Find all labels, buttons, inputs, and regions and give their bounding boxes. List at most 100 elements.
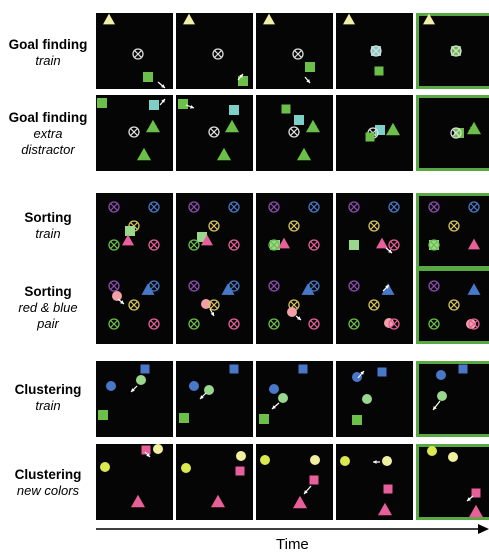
target-cross-icon [190, 282, 198, 290]
frame-scene [423, 13, 462, 57]
target-marker-icon [128, 126, 140, 138]
square-object [125, 226, 135, 236]
frame-scene [260, 455, 320, 509]
triangle-object [293, 495, 307, 509]
square-object [454, 128, 464, 138]
row-subtitle: train [35, 398, 61, 413]
target-marker-icon [428, 280, 440, 292]
triangle-object [146, 119, 160, 133]
time-axis-arrowhead-icon [478, 524, 489, 534]
target-marker-icon [228, 239, 240, 251]
triangle-object [301, 283, 315, 295]
triangle-object [423, 13, 435, 25]
square-object [352, 415, 362, 425]
square-object [229, 105, 239, 115]
row-subtitle-line-2: distractor [21, 142, 75, 157]
target-cross-icon [290, 222, 298, 230]
target-cross-icon [452, 47, 460, 55]
square-object [375, 125, 385, 135]
target-cross-icon [470, 203, 478, 211]
frame-scene [450, 121, 481, 139]
target-marker-icon [288, 126, 300, 138]
target-marker-icon [128, 299, 140, 311]
frame-scene [343, 13, 384, 76]
target-marker-icon [450, 45, 462, 57]
target-cross-icon [310, 241, 318, 249]
final-frame-border [416, 268, 489, 344]
target-marker-icon [268, 239, 280, 251]
row-subtitle: train [35, 53, 61, 68]
target-cross-icon [134, 50, 142, 58]
target-cross-icon [110, 203, 118, 211]
target-marker-icon [228, 201, 240, 213]
square-object [374, 66, 384, 76]
target-cross-icon [230, 320, 238, 328]
target-cross-icon [150, 320, 158, 328]
arrow-head-icon [131, 388, 135, 392]
circle-object [278, 393, 288, 403]
frame-scene [98, 364, 150, 420]
frame-scene [108, 201, 160, 251]
triangle-object [211, 494, 225, 508]
frame-panel [416, 361, 489, 437]
square-object [197, 232, 207, 242]
triangle-object [386, 122, 400, 136]
frame-scene [178, 99, 239, 161]
square-object [294, 115, 304, 125]
final-frame-border [416, 193, 489, 269]
target-marker-icon [388, 239, 400, 251]
arrow-head-icon [161, 99, 165, 103]
target-marker-icon [468, 201, 480, 213]
circle-object [287, 307, 297, 317]
circle-object [236, 451, 246, 461]
target-cross-icon [430, 203, 438, 211]
target-marker-icon [208, 220, 220, 232]
target-cross-icon [450, 301, 458, 309]
arrow-head-icon [433, 406, 437, 410]
target-marker-icon [268, 280, 280, 292]
frame-scene [179, 364, 239, 423]
row-subtitle-line-1: red & blue [18, 300, 78, 315]
square-object [365, 132, 375, 142]
square-object [97, 98, 107, 108]
square-object [179, 413, 189, 423]
frame-scene [97, 98, 166, 161]
circle-object [436, 370, 446, 380]
row-title: Clustering [14, 382, 82, 397]
frame-panel [256, 361, 333, 437]
square-object [141, 445, 151, 455]
circle-object [352, 372, 362, 382]
triangle-object [103, 13, 115, 25]
target-cross-icon [150, 282, 158, 290]
frame-scene [183, 13, 248, 86]
row-label-goal-finding-train: Goal finding train [2, 36, 94, 69]
circle-object [153, 444, 163, 454]
target-marker-icon [148, 201, 160, 213]
target-marker-icon [148, 239, 160, 251]
target-marker-icon [348, 201, 360, 213]
target-cross-icon [230, 241, 238, 249]
circle-object [260, 455, 270, 465]
frame-scene [268, 280, 320, 330]
frame-scene [268, 201, 320, 251]
arrow-head-icon [190, 104, 194, 109]
target-cross-icon [372, 47, 380, 55]
row-title: Goal finding [8, 37, 88, 52]
square-object [383, 484, 393, 494]
square-object [178, 99, 188, 109]
arrow-head-icon [210, 312, 214, 316]
frame-scene [348, 280, 400, 330]
frame-scene [365, 122, 400, 142]
target-marker-icon [292, 48, 304, 60]
target-cross-icon [190, 241, 198, 249]
arrow-head-icon [272, 405, 276, 409]
circle-object [382, 456, 392, 466]
arrow-head-icon [297, 316, 301, 320]
triangle-object [131, 494, 145, 508]
frame-scene [428, 280, 481, 330]
arrow-head-icon [360, 371, 364, 375]
target-cross-icon [290, 128, 298, 136]
row-title: Sorting [24, 210, 72, 225]
target-marker-icon [108, 318, 120, 330]
row-label-clustering-train: Clustering train [2, 381, 94, 414]
